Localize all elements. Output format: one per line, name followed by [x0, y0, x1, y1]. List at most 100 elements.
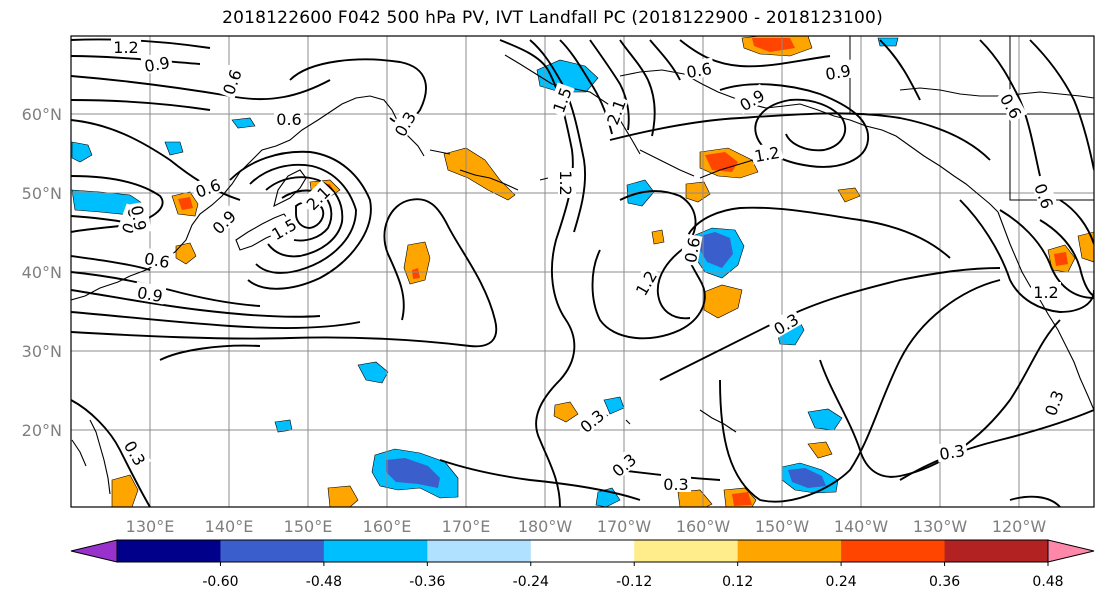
region-boxes	[849, 36, 1094, 201]
shade-blob	[412, 268, 420, 279]
contour-label-bg	[547, 82, 575, 117]
lon-label: 150°W	[755, 517, 810, 536]
contour-label: 0.3	[938, 441, 966, 464]
contour-label: 0.3	[576, 406, 608, 437]
contour-label-bg	[558, 168, 576, 198]
contour-label-bg	[1031, 178, 1059, 213]
colorbar-label: -0.12	[616, 574, 652, 590]
lon-label: 160°W	[676, 517, 731, 536]
contour-label-bg	[734, 83, 769, 115]
contour-label-bg	[111, 37, 141, 55]
contour-label-bg	[601, 94, 629, 129]
contour-label: 0.3	[663, 475, 688, 494]
contour-label: 0.9	[824, 61, 852, 84]
lon-label: 140°E	[205, 517, 254, 536]
contour-label-bg	[140, 51, 174, 75]
contour-label-bg	[133, 281, 167, 305]
colorbar-segment	[427, 540, 532, 562]
colorbar-extend-right	[1047, 539, 1095, 563]
contour-label-bg	[190, 173, 225, 201]
contour-label-bg	[629, 265, 661, 300]
colorbar-label: -0.60	[202, 574, 238, 590]
colorbar-label: -0.24	[513, 574, 549, 590]
shade-blob	[788, 468, 826, 488]
shade-blob	[327, 485, 359, 507]
shade-blob	[837, 187, 861, 203]
contour-label: 1.2	[753, 143, 781, 166]
contour-label-bg	[140, 247, 174, 271]
colorbar-segment	[634, 540, 739, 562]
lon-label: 170°W	[597, 517, 652, 536]
lon-label: 130°W	[913, 517, 968, 536]
lat-label: 20°N	[22, 421, 62, 440]
lon-label: 150°E	[284, 517, 333, 536]
colorbar: -0.60 -0.48 -0.36 -0.24 -0.12 0.12 0.24 0.36 0.4…	[70, 539, 1095, 590]
shade-blob	[357, 361, 389, 384]
contour-label-bg	[821, 59, 855, 83]
shade-blob	[807, 441, 833, 459]
longitude-labels: 130°E 140°E 150°E 160°E 170°E 180°W 170°W 160°W…	[126, 517, 1047, 536]
shading-layer	[71, 36, 1094, 507]
contour-label-bg	[120, 435, 152, 470]
contour-label: 0.9	[127, 204, 150, 232]
shade-blob	[175, 242, 197, 265]
contour-label-bg	[935, 439, 969, 463]
contour-label: 0.9	[143, 53, 171, 76]
contour-label: 0.6	[143, 249, 171, 272]
shade-blob	[443, 147, 516, 201]
lat-label: 50°N	[22, 184, 62, 203]
map-frame	[70, 35, 1095, 508]
contour-label-bg	[266, 212, 301, 244]
shade-blob	[178, 197, 193, 210]
shade-blob	[703, 284, 743, 319]
contour-label: 1.2	[113, 38, 138, 57]
colorbar-label: 0.36	[929, 574, 960, 590]
contour-labels: 1.20.90.60.60.60.90.62.11.50.31.52.11.20…	[111, 37, 1068, 494]
shade-blob	[71, 141, 93, 163]
contour-label: 1.2	[1033, 283, 1058, 302]
colorbar-label: -0.48	[306, 574, 342, 590]
lon-label: 120°W	[992, 517, 1047, 536]
lon-label: 180°W	[518, 517, 573, 536]
lon-label: 140°W	[834, 517, 889, 536]
contour-label: 1.2	[556, 170, 575, 195]
pv-contours	[71, 38, 1094, 507]
colorbar-segment	[220, 540, 325, 562]
contour-label-bg	[682, 57, 716, 81]
shade-blob	[807, 408, 843, 431]
colorbar-label: 0.48	[1032, 574, 1063, 590]
shade-blob	[752, 38, 795, 52]
colorbar-segment	[737, 540, 842, 562]
shade-blob	[386, 458, 440, 488]
contour-label-bg	[1039, 385, 1067, 420]
contour-label-bg	[574, 403, 609, 437]
colorbar-segment	[323, 540, 428, 562]
contour-label-bg	[679, 233, 703, 267]
contour-label-bg	[300, 180, 335, 215]
contour-label: 0.9	[136, 283, 164, 306]
colorbar-extend-left	[70, 539, 118, 563]
colorbar-segment	[530, 540, 635, 562]
contour-label: 0.3	[608, 450, 640, 481]
contour-label-bg	[768, 307, 803, 339]
latitude-labels: 60°N 50°N 40°N 30°N 20°N	[22, 105, 62, 440]
contour-label-bg	[128, 201, 152, 235]
colorbar-segment	[841, 540, 946, 562]
lon-label: 170°E	[442, 517, 491, 536]
colorbar-frame	[116, 539, 1049, 563]
shade-blob	[164, 141, 184, 156]
contour-label-bg	[206, 204, 241, 239]
shade-blob	[403, 241, 431, 285]
colorbar-label: 0.12	[722, 574, 753, 590]
contour-label-bg	[388, 106, 420, 141]
lat-label: 40°N	[22, 263, 62, 282]
contour-label-bg	[996, 88, 1028, 123]
contour-label: 0.9	[209, 207, 240, 238]
shade-blob	[685, 181, 711, 203]
contour-label-bg	[274, 109, 304, 127]
shade-blob	[111, 474, 139, 507]
graticule	[71, 36, 1094, 507]
shade-blob	[231, 117, 256, 129]
colorbar-segment	[117, 540, 221, 562]
